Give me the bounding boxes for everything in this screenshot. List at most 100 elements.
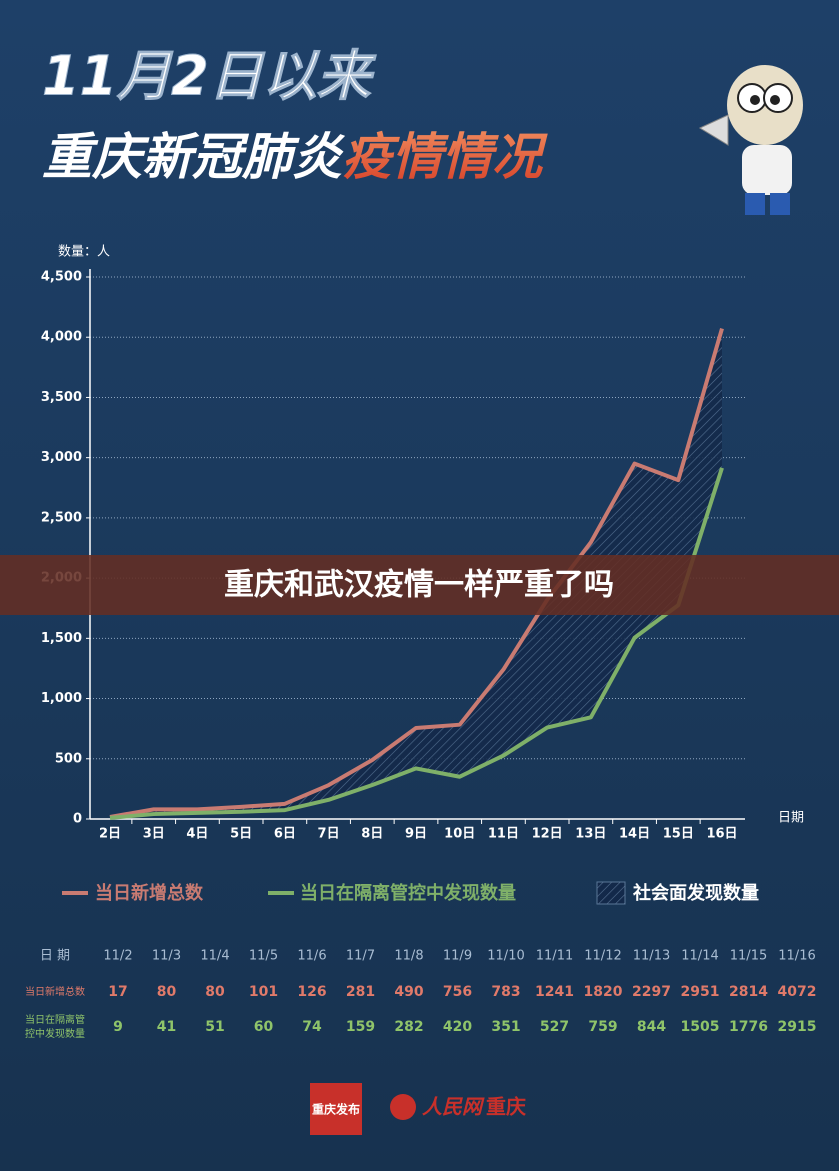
table-cell: 420: [443, 1019, 472, 1035]
table-date: 11/16: [778, 949, 815, 964]
title-line2: 重庆新冠肺炎疫情情况: [42, 128, 548, 186]
table-cell: 783: [491, 984, 520, 1000]
table-cell: 1241: [535, 984, 574, 1000]
logo-right-text: 人民网: [422, 1095, 485, 1119]
table-cell: 527: [540, 1019, 569, 1035]
table-cell: 60: [254, 1019, 274, 1035]
x-tick-label: 15日: [663, 827, 694, 842]
table-cell: 159: [346, 1019, 375, 1035]
table-cell: 351: [491, 1019, 520, 1035]
x-tick-label: 6日: [274, 827, 296, 842]
legend-swatch: [596, 881, 626, 905]
title-line1: 11月2日以来: [42, 45, 377, 108]
x-tick-label: 9日: [405, 827, 427, 842]
y-tick-label: 1,500: [41, 631, 82, 646]
table-date: 11/4: [200, 949, 229, 964]
logo-right-city: 重庆: [486, 1095, 526, 1119]
x-tick-label: 7日: [318, 827, 340, 842]
difference-area: [110, 328, 722, 818]
table-cell: 2951: [681, 984, 720, 1000]
logo-left: [310, 1083, 362, 1135]
table-cell: 1505: [681, 1019, 720, 1035]
table-cell: 17: [108, 984, 127, 1000]
row-label-line: 当日在隔离管: [25, 1013, 85, 1026]
x-tick-label: 8日: [361, 827, 383, 842]
series-line: [109, 327, 724, 819]
table-cell: 9: [113, 1019, 123, 1035]
data-table: 日 期 11/2 11/3 11/4 11/5 11/6 11/7 11/8 11/9 11/10…: [25, 949, 816, 1041]
title-highlight: 疫情情况: [342, 128, 548, 186]
x-tick-label: 16日: [706, 827, 737, 842]
table-date: 11/12: [584, 949, 621, 964]
table-date: 11/6: [297, 949, 326, 964]
table-cell: 74: [302, 1019, 322, 1035]
x-tick-label: 11日: [488, 827, 519, 842]
x-tick-label: 2日: [99, 827, 121, 842]
table-date: 11/10: [487, 949, 524, 964]
series-line: [109, 467, 724, 820]
table-cell: 756: [443, 984, 472, 1000]
x-tick-label: 5日: [230, 827, 252, 842]
y-tick-label: 4,500: [41, 270, 82, 285]
table-cell: 126: [297, 984, 326, 1000]
y-tick-label: 3,000: [41, 450, 82, 465]
x-axis-label: 日期: [778, 811, 804, 826]
table-cell: 2915: [778, 1019, 817, 1035]
table-header: 日 期: [40, 949, 70, 964]
mascot: [698, 65, 803, 215]
y-tick-label: 1,000: [41, 691, 82, 706]
table-cell: 759: [588, 1019, 617, 1035]
x-tick-label: 4日: [186, 827, 208, 842]
x-tick-label: 10日: [444, 827, 475, 842]
table-cell: 281: [346, 984, 375, 1000]
legend-label: 社会面发现数量: [633, 882, 759, 904]
y-tick-label: 0: [73, 812, 82, 827]
footer: 重庆发布 人民网 重庆: [310, 1083, 526, 1135]
table-date: 11/11: [536, 949, 573, 964]
table-cell: 844: [637, 1019, 666, 1035]
table-cell: 2297: [632, 984, 671, 1000]
x-tick-label: 14日: [619, 827, 650, 842]
table-cell: 101: [249, 984, 278, 1000]
table-cell: 51: [205, 1019, 224, 1035]
x-tick-label: 13日: [575, 827, 606, 842]
table-date: 11/15: [730, 949, 767, 964]
table-date: 11/9: [443, 949, 472, 964]
row-label: 当日在隔离管控中发现数量: [25, 1013, 85, 1040]
legend-label: 当日新增总数: [95, 882, 204, 904]
table-date: 11/7: [346, 949, 375, 964]
table-cell: 1776: [729, 1019, 768, 1035]
table-cell: 2814: [729, 984, 768, 1000]
table-cell: 80: [205, 984, 225, 1000]
table-cell: 282: [394, 1019, 423, 1035]
table-date: 11/2: [103, 949, 132, 964]
logo-left-text: 重庆发布: [312, 1102, 360, 1117]
table-cell: 41: [157, 1019, 176, 1035]
table-date: 11/5: [249, 949, 278, 964]
y-tick-label: 500: [55, 751, 82, 766]
y-tick-label: 2,500: [41, 510, 82, 525]
y-tick-label: 4,000: [41, 330, 82, 345]
x-tick-label: 12日: [532, 827, 563, 842]
banner-text: 重庆和武汉疫情一样严重了吗: [224, 568, 614, 603]
banner-bg: [0, 555, 839, 615]
chart: 数量：人日期05001,0001,5002,0002,5003,0003,500…: [41, 245, 804, 905]
x-tick-label: 3日: [143, 827, 165, 842]
y-tick-label: 3,500: [41, 390, 82, 405]
table-cell: 490: [394, 984, 423, 1000]
table-date: 11/14: [681, 949, 718, 964]
table-date: 11/3: [152, 949, 181, 964]
legend-label: 当日在隔离管控中发现数量: [300, 882, 516, 904]
row-label: 当日新增总数: [25, 985, 85, 998]
table-cell: 1820: [584, 984, 623, 1000]
table-date: 11/13: [633, 949, 670, 964]
table-cell: 4072: [778, 984, 817, 1000]
logo-right-icon: [390, 1094, 416, 1120]
table-cell: 80: [157, 984, 177, 1000]
y-axis-label: 数量：人: [58, 245, 110, 260]
row-label-line: 控中发现数量: [25, 1027, 85, 1040]
title-part: 重庆新冠肺炎: [42, 128, 346, 186]
table-date: 11/8: [394, 949, 423, 964]
